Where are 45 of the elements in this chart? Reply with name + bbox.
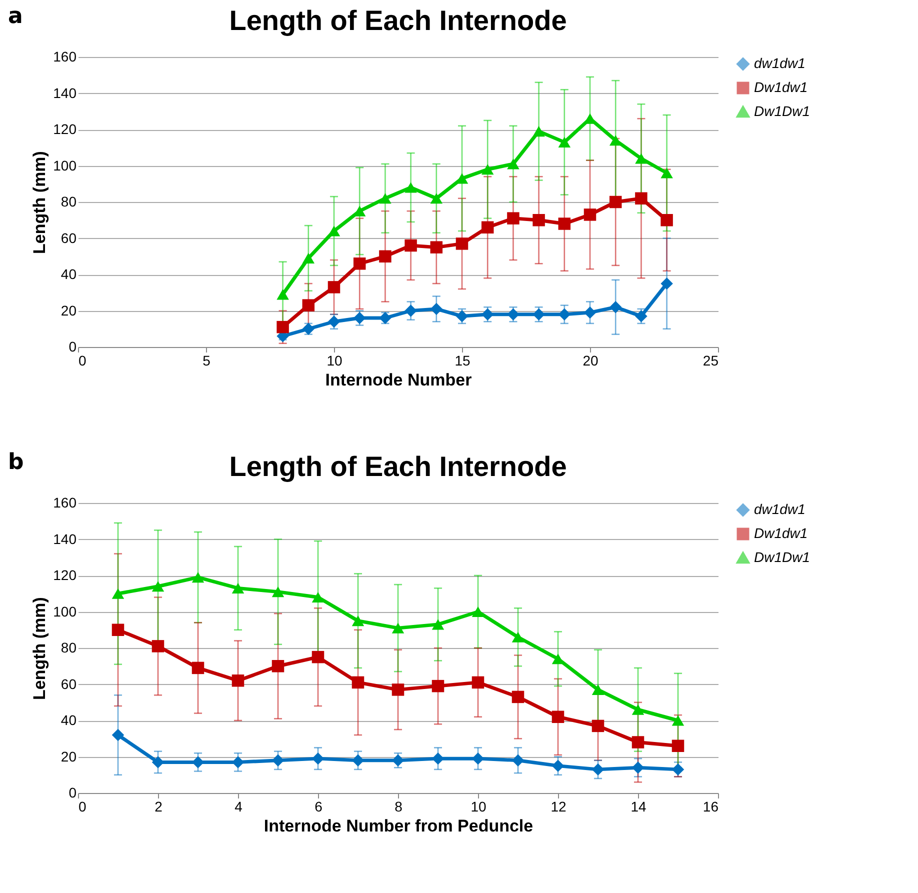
y-tick-label: 160 [53, 494, 77, 510]
legend-label: Dw1dw1 [754, 525, 808, 541]
y-tick-label: 60 [60, 230, 77, 246]
text: a [8, 4, 23, 29]
x-axis-title: Internode Number [325, 370, 472, 390]
x-tick-label: 8 [394, 798, 403, 814]
x-tick-label: 4 [234, 798, 243, 814]
text: b [8, 450, 24, 475]
y-tick-label: 80 [60, 640, 77, 656]
x-tick-label: 14 [630, 798, 646, 814]
x-tick-label: 10 [470, 798, 486, 814]
y-tick-label: 80 [60, 194, 77, 210]
legend-label: Dw1Dw1 [754, 549, 810, 565]
y-tick-label: 0 [68, 338, 77, 354]
y-tick-label: 20 [60, 748, 77, 764]
x-tick-label: 10 [326, 352, 342, 368]
y-tick-label: 100 [53, 157, 77, 174]
y-tick-label: 40 [60, 712, 77, 728]
x-tick-label: 20 [582, 352, 598, 368]
x-tick-label: 5 [202, 352, 211, 368]
y-tick-label: 160 [53, 48, 77, 64]
x-axis-title: Internode Number from Peduncle [264, 816, 534, 836]
x-tick-label: 12 [550, 798, 566, 814]
legend-label: dw1dw1 [754, 501, 806, 517]
y-tick-label: 20 [60, 302, 77, 318]
x-tick-label: 15 [454, 352, 470, 368]
y-tick-label: 100 [53, 603, 77, 620]
x-tick-label: 25 [702, 352, 719, 368]
x-tick-label: 6 [314, 798, 323, 814]
chart-title: Length of Each Internode [229, 451, 567, 482]
y-tick-label: 60 [60, 676, 77, 692]
y-tick-label: 140 [53, 84, 77, 101]
legend-label: Dw1dw1 [754, 79, 808, 95]
y-tick-label: 120 [53, 121, 77, 137]
y-tick-label: 140 [53, 530, 77, 547]
y-axis-title: Length (mm) [30, 597, 50, 700]
legend-label: dw1dw1 [754, 55, 806, 71]
chart-title: Length of Each Internode [229, 5, 567, 36]
y-tick-label: 120 [53, 567, 77, 583]
y-axis-title: Length (mm) [30, 151, 50, 254]
y-tick-label: 40 [60, 266, 77, 282]
y-tick-label: 0 [68, 784, 77, 800]
x-tick-label: 16 [702, 798, 719, 814]
x-tick-label: 2 [154, 798, 163, 814]
legend-label: Dw1Dw1 [754, 103, 810, 119]
